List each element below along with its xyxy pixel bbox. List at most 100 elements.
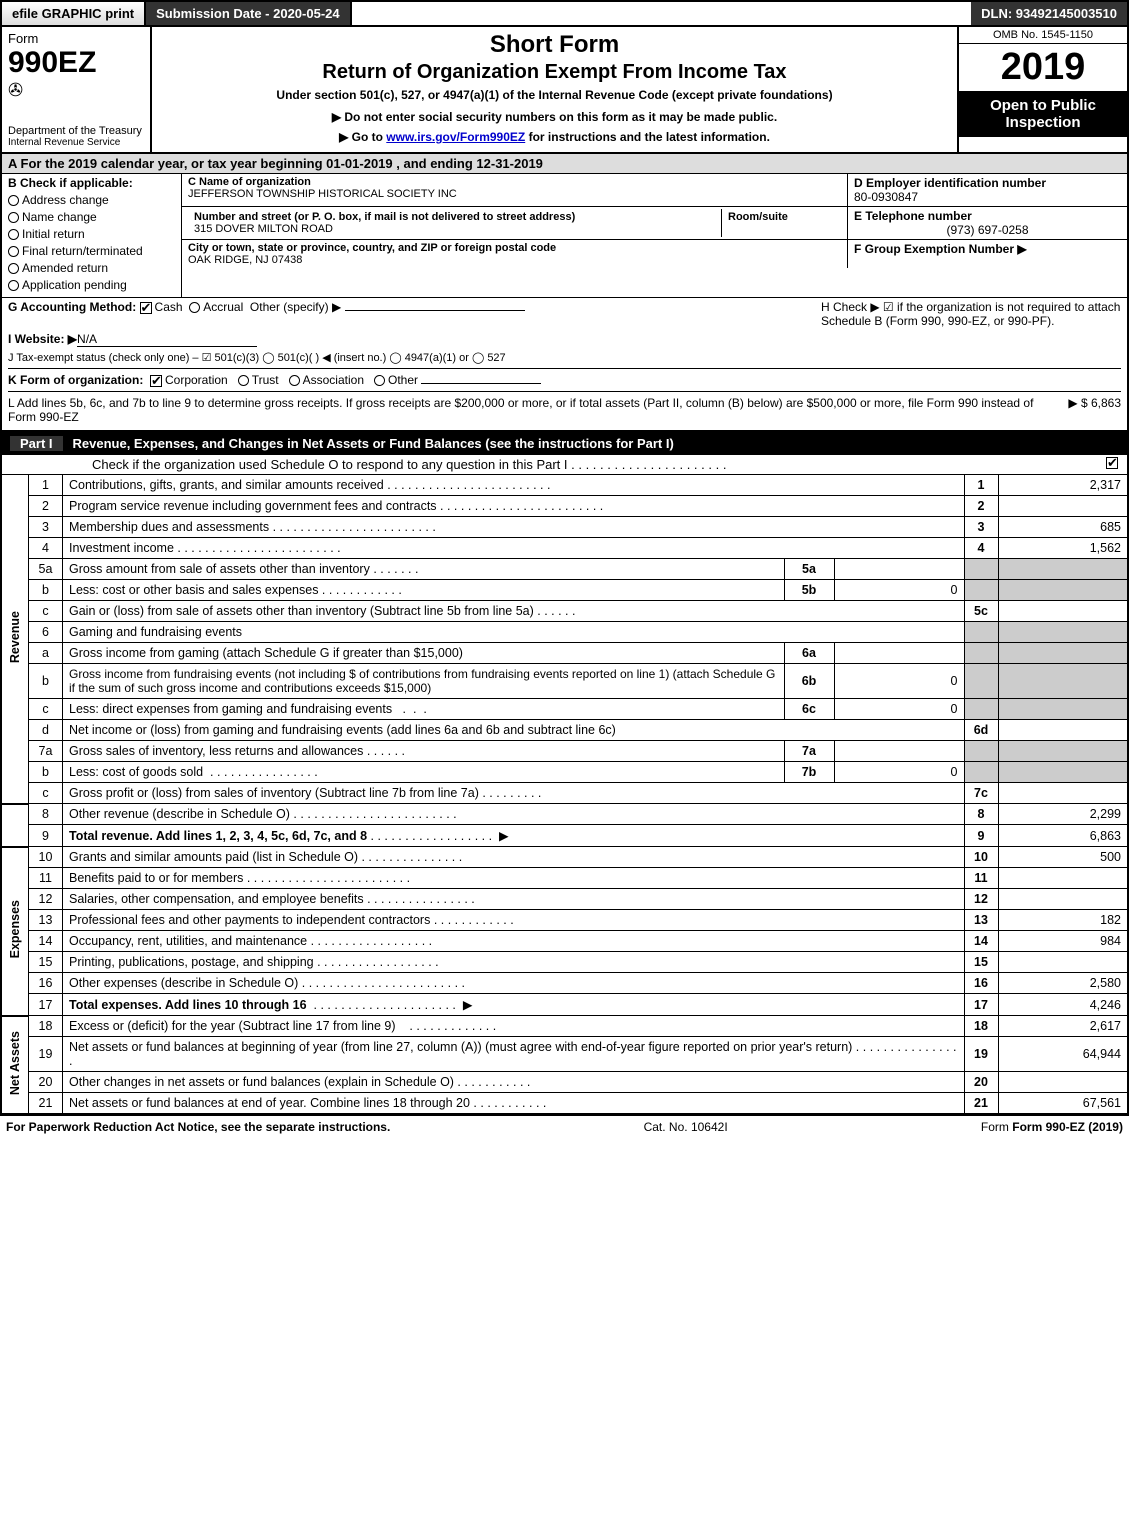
k-other-input[interactable] [421,383,541,384]
c-city-label: City or town, state or province, country… [188,242,841,254]
ln-2: 2 [29,496,63,517]
col-4: 4 [964,538,998,559]
form-label: Form [8,31,144,46]
row-city: City or town, state or province, country… [182,240,1127,268]
k-trust-radio[interactable] [238,375,249,386]
c-city-value: OAK RIDGE, NJ 07438 [188,254,841,266]
title-goto: ▶ Go to www.irs.gov/Form990EZ for instru… [160,130,949,144]
amt-5c [998,601,1128,622]
ln-10: 10 [29,847,63,868]
k-corp-label: Corporation [165,373,228,387]
txt-6a: Gross income from gaming (attach Schedul… [63,643,785,664]
k-corp-checkbox[interactable] [150,375,162,387]
b-opt-name[interactable]: Name change [8,210,175,224]
part1-title: Revenue, Expenses, and Changes in Net As… [73,436,1119,451]
txt-6: Gaming and fundraising events [63,622,965,643]
foot-right: Form Form 990-EZ (2019) [981,1120,1123,1134]
col-8: 8 [964,804,998,825]
open-inspection: Open to Public Inspection [959,91,1127,137]
col-6c-grey [964,699,998,720]
amt-6b-grey [998,664,1128,699]
iv-6a [834,643,964,664]
col-6a-grey [964,643,998,664]
part1-schedule-o-checkbox[interactable] [1106,457,1118,469]
b-opt-pending[interactable]: Application pending [8,278,175,292]
f-cell: F Group Exemption Number ▶ [847,240,1127,268]
b-opt-initial[interactable]: Initial return [8,227,175,241]
ln-9: 9 [29,825,63,847]
part1-sub: Check if the organization used Schedule … [0,455,1129,474]
amt-14: 984 [998,931,1128,952]
amt-2 [998,496,1128,517]
k-other-radio[interactable] [374,375,385,386]
amt-7a-grey [998,741,1128,762]
b-opt-amended-label: Amended return [22,261,108,275]
ic-5a: 5a [784,559,834,580]
col-12: 12 [964,889,998,910]
txt-14: Occupancy, rent, utilities, and maintena… [63,931,965,952]
ln-1: 1 [29,475,63,496]
txt-3: Membership dues and assessments [63,517,965,538]
b-opt-address[interactable]: Address change [8,193,175,207]
amt-15 [998,952,1128,973]
g-other-label: Other (specify) ▶ [250,300,341,314]
k-assoc-radio[interactable] [289,375,300,386]
amt-8: 2,299 [998,804,1128,825]
ln-11: 11 [29,868,63,889]
col-16: 16 [964,973,998,994]
txt-12: Salaries, other compensation, and employ… [63,889,965,910]
amt-4: 1,562 [998,538,1128,559]
section-b: B Check if applicable: Address change Na… [2,174,182,297]
col-15: 15 [964,952,998,973]
g-cash-checkbox[interactable] [140,302,152,314]
ic-6c: 6c [784,699,834,720]
j-row: J Tax-exempt status (check only one) – ☑… [8,351,1121,364]
dln-label: DLN: 93492145003510 [971,2,1127,25]
ln-12: 12 [29,889,63,910]
txt-6c: Less: direct expenses from gaming and fu… [63,699,785,720]
side-revenue: Revenue [1,475,29,804]
submission-date-button[interactable]: Submission Date - 2020-05-24 [146,2,352,25]
i-label: I Website: ▶ [8,332,77,346]
ln-6b: b [29,664,63,699]
ic-6b: 6b [784,664,834,699]
amt-18: 2,617 [998,1016,1128,1037]
txt-10: Grants and similar amounts paid (list in… [63,847,965,868]
b-opt-initial-label: Initial return [22,227,85,241]
efile-print-button[interactable]: efile GRAPHIC print [2,2,146,25]
block-g-l: G Accounting Method: Cash Accrual Other … [0,297,1129,432]
g-accrual-radio[interactable] [189,302,200,313]
txt-6d: Net income or (loss) from gaming and fun… [63,720,965,741]
g-other-input[interactable] [345,310,525,311]
tax-year: 2019 [959,44,1127,91]
ln-6c: c [29,699,63,720]
foot-left: For Paperwork Reduction Act Notice, see … [6,1120,390,1134]
part1-sub-text: Check if the organization used Schedule … [92,457,568,472]
txt-1: Contributions, gifts, grants, and simila… [63,475,965,496]
side-expenses: Expenses [1,847,29,1016]
i-value[interactable]: N/A [77,332,257,347]
ic-7a: 7a [784,741,834,762]
iv-5a [834,559,964,580]
col-17: 17 [964,994,998,1016]
ln-5c: c [29,601,63,622]
txt-17: Total expenses. Add lines 10 through 16 … [63,994,965,1016]
dept-label: Department of the Treasury [8,125,144,137]
amt-3: 685 [998,517,1128,538]
ln-14: 14 [29,931,63,952]
txt-5b: Less: cost or other basis and sales expe… [63,580,785,601]
iv-7b: 0 [834,762,964,783]
col-7a-grey [964,741,998,762]
amt-13: 182 [998,910,1128,931]
irs-link[interactable]: www.irs.gov/Form990EZ [386,130,525,144]
part1-table: Revenue 1 Contributions, gifts, grants, … [0,474,1129,1114]
iv-6c: 0 [834,699,964,720]
g-cash-label: Cash [155,300,183,314]
goto-pre: ▶ Go to [339,130,386,144]
k-other-label: Other [388,373,418,387]
b-opt-final[interactable]: Final return/terminated [8,244,175,258]
c-city-cell: City or town, state or province, country… [182,240,847,268]
b-opt-amended[interactable]: Amended return [8,261,175,275]
txt-7b: Less: cost of goods sold . . . . . . . .… [63,762,785,783]
txt-13: Professional fees and other payments to … [63,910,965,931]
